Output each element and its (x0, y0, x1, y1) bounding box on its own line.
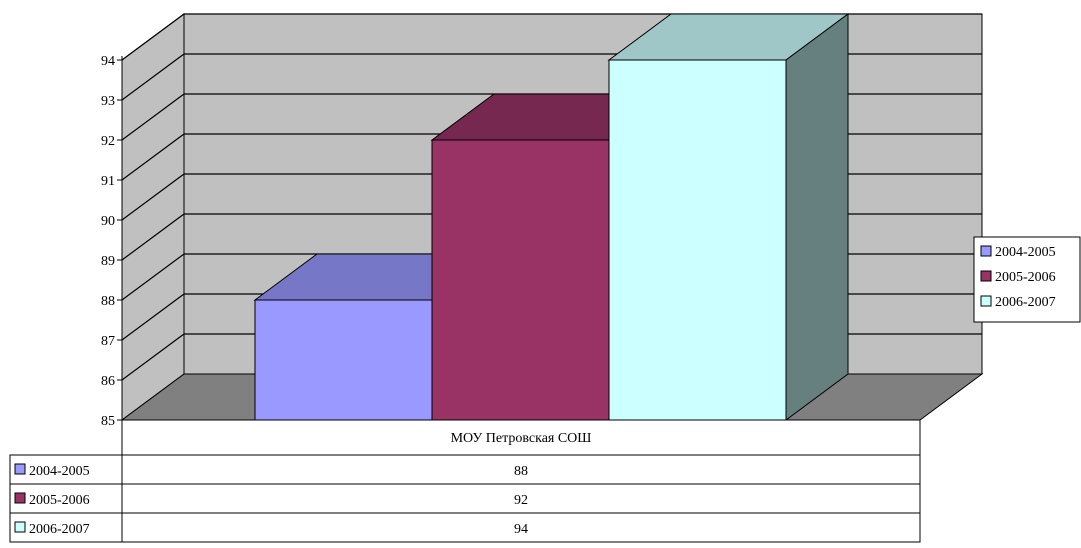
legend-item: 2004-2005 (980, 245, 1056, 260)
table-series-key (14, 492, 26, 504)
bars (253, 13, 850, 421)
y-tick-label: 92 (101, 134, 115, 149)
table-series-name: 2006-2007 (29, 522, 90, 537)
data-table: МОУ Петровская СОШ 2004-2005 88 2005-2006 92… (9, 419, 921, 543)
table-value: 94 (514, 522, 528, 537)
y-tick-label: 89 (101, 254, 115, 269)
legend-swatch (980, 270, 992, 282)
table-series-cell (9, 483, 123, 514)
side-wall (121, 13, 185, 421)
table-series-name: 2005-2006 (29, 493, 90, 508)
bar-side (785, 13, 849, 421)
legend-label: 2005-2006 (995, 270, 1056, 285)
table-category-label: МОУ Петровская СОШ (451, 431, 592, 446)
table-value: 92 (514, 493, 528, 508)
bar-front (608, 59, 787, 421)
table-row: 2004-2005 88 (9, 454, 921, 485)
y-tick-label: 86 (101, 374, 115, 389)
y-tick-label: 88 (101, 294, 115, 309)
table-header-cell (121, 419, 921, 456)
legend-label: 2004-2005 (995, 245, 1056, 260)
legend-item: 2005-2006 (980, 270, 1056, 285)
table-row: 2006-2007 94 (9, 512, 921, 543)
table-row: 2005-2006 92 (9, 483, 921, 514)
y-axis: 85 86 87 88 89 90 91 92 93 94 (101, 54, 123, 429)
bar-2006-2007 (607, 13, 850, 421)
y-tick-label: 85 (101, 414, 115, 429)
table-series-key (14, 521, 26, 533)
legend-label: 2006-2007 (995, 295, 1056, 310)
y-tick-label: 91 (101, 174, 115, 189)
table-series-cell (9, 512, 123, 543)
y-tick-label: 93 (101, 94, 115, 109)
y-tick-label: 87 (101, 334, 115, 349)
y-tick-label: 90 (101, 214, 115, 229)
legend-swatch (980, 295, 992, 307)
table-series-name: 2004-2005 (29, 464, 90, 479)
table-value: 88 (514, 464, 528, 479)
y-tick-label: 94 (101, 54, 115, 69)
legend-swatch (980, 245, 992, 257)
table-value-cell (121, 454, 921, 485)
legend-item: 2006-2007 (980, 295, 1056, 310)
table-value-cell (121, 512, 921, 543)
legend: 2004-2005 2005-2006 2006-2007 (973, 236, 1081, 323)
table-series-key (14, 463, 26, 475)
table-value-cell (121, 483, 921, 514)
bar-front (431, 139, 610, 421)
bar-front (254, 299, 433, 421)
